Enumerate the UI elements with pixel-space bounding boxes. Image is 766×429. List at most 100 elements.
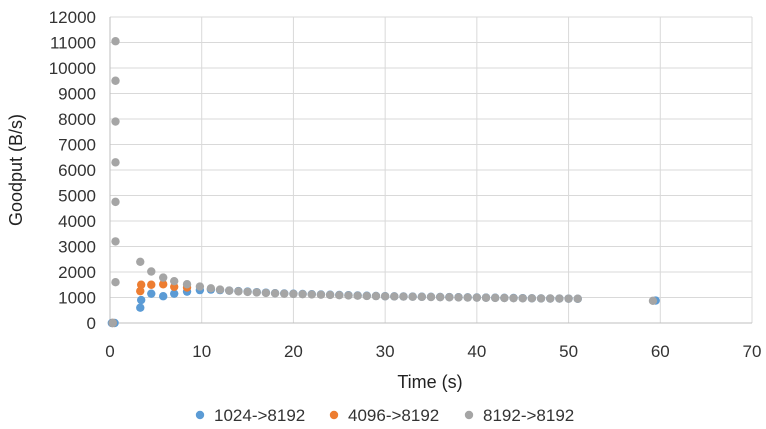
data-point [435,292,445,302]
data-point [136,286,145,296]
data-point [206,284,216,293]
data-point [472,293,482,302]
series-1024->8192 [107,285,660,328]
data-point [136,303,145,312]
legend-marker [464,410,474,420]
x-axis-ticks: 0 10 20 30 40 50 60 70 [105,342,761,361]
data-point [225,286,234,295]
data-point [463,293,472,302]
data-point [555,294,564,303]
data-point [111,76,120,85]
data-point [307,290,316,299]
data-point [500,293,509,303]
data-point [481,293,491,302]
x-tick-label: 50 [559,342,578,361]
data-point [111,158,120,167]
data-point [546,294,555,303]
data-point [158,292,168,301]
data-point [564,294,573,303]
x-tick-label: 60 [651,342,670,361]
data-point [111,197,120,207]
data-point [518,294,527,303]
data-point [111,117,120,126]
data-point [147,289,156,298]
data-point [426,292,436,302]
y-tick-label: 3000 [58,238,96,257]
data-point [261,288,271,298]
data-point [536,294,546,303]
y-tick-label: 10000 [49,59,96,78]
data-point [195,282,205,291]
chart-points [107,37,660,328]
data-point [371,291,381,301]
data-point [573,294,582,303]
y-tick-label: 6000 [58,161,96,180]
data-point [417,292,427,302]
data-point [158,273,168,282]
data-point [362,291,371,301]
data-point [252,288,261,297]
data-point [170,276,179,286]
legend-label: 8192->8192 [483,406,574,425]
data-point [147,280,156,289]
data-point [380,292,390,301]
y-axis-title: Goodput (B/s) [6,114,26,226]
data-point [158,280,168,289]
data-point [298,289,307,299]
x-tick-label: 20 [284,342,303,361]
y-tick-label: 9000 [58,85,96,104]
y-axis-ticks: 0 1000 2000 3000 4000 5000 6000 7000 8000 9000 100… [49,8,96,333]
y-tick-label: 1000 [58,289,96,308]
data-point [316,290,326,299]
data-point [289,289,298,299]
data-point [454,293,463,302]
legend-label: 4096->8192 [348,406,439,425]
y-tick-label: 8000 [58,110,96,129]
data-point [648,296,658,306]
data-point [215,285,225,294]
data-point [270,289,280,298]
data-point [108,318,117,328]
data-point [353,291,362,300]
y-tick-label: 7000 [58,136,96,155]
data-point [111,237,120,246]
y-tick-label: 11000 [50,34,96,53]
series-8192->8192 [108,37,658,328]
chart-gridlines [109,16,753,324]
data-point [325,290,335,300]
data-point [111,37,120,46]
data-point [445,293,454,302]
legend-label: 1024->8192 [214,406,305,425]
data-point [509,293,518,303]
x-tick-label: 10 [192,342,211,361]
x-axis-title: Time (s) [397,372,462,392]
data-point [136,295,146,305]
data-point [344,291,353,300]
data-point [390,292,399,301]
data-point [335,291,344,300]
data-point [111,278,120,287]
data-point [170,289,179,298]
data-point [491,293,500,303]
series-4096->8192 [108,280,192,328]
data-point [182,280,192,289]
x-tick-label: 0 [105,342,114,361]
x-tick-label: 40 [467,342,486,361]
y-tick-label: 12000 [49,8,96,27]
data-point [147,267,156,276]
data-point [280,289,289,298]
y-tick-label: 4000 [58,212,96,231]
data-point [136,257,145,266]
y-tick-label: 0 [87,314,96,333]
data-point [243,287,252,297]
data-point [408,292,417,301]
data-point [234,287,243,296]
legend-marker [195,410,205,420]
chart-legend: 1024->8192 4096->8192 8192->8192 [195,406,574,425]
x-tick-label: 70 [743,342,762,361]
y-tick-label: 2000 [58,263,96,282]
legend-marker [329,410,339,420]
data-point [527,294,537,303]
y-tick-label: 5000 [58,187,96,206]
